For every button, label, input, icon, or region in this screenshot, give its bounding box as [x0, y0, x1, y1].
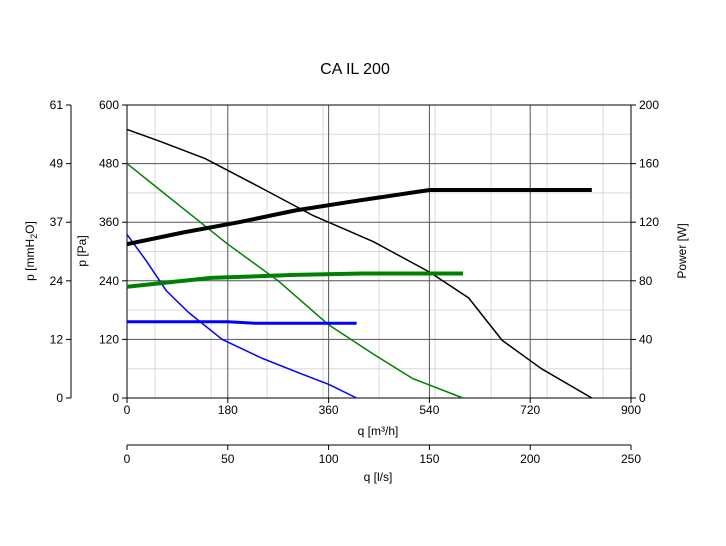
tick-label-m3h: 900 — [621, 403, 641, 417]
tick-label-pa: 480 — [99, 157, 119, 171]
tick-label-m3h: 540 — [419, 403, 439, 417]
pressure-curve-3 — [126, 233, 357, 399]
y-axis-label-pressure-mmh2o: p [mmH2O] — [23, 221, 39, 281]
tick-label-pa: 0 — [112, 391, 119, 405]
series-layer — [126, 128, 593, 399]
power-curve-5 — [126, 271, 463, 289]
tick-label-pa: 120 — [99, 332, 119, 346]
tick-label-power: 40 — [639, 332, 653, 346]
tick-label-mmh2o: 24 — [50, 274, 64, 288]
tick-label-ls: 250 — [621, 452, 641, 466]
tick-label-m3h: 360 — [319, 403, 339, 417]
tick-label-mmh2o: 61 — [50, 98, 64, 112]
power-curve-4 — [126, 188, 592, 247]
y-axis-label-pressure-pa: p [Pa] — [75, 235, 89, 266]
tick-label-pa: 600 — [99, 98, 119, 112]
tick-label-power: 0 — [639, 391, 646, 405]
tick-label-pa: 360 — [99, 215, 119, 229]
tick-label-power: 200 — [639, 98, 659, 112]
tick-label-m3h: 0 — [124, 403, 131, 417]
tick-label-mmh2o: 0 — [56, 391, 63, 405]
tick-label-power: 80 — [639, 274, 653, 288]
pressure-curve-1 — [126, 128, 593, 399]
power-curve-6 — [127, 320, 357, 325]
plot-frame — [126, 104, 632, 399]
grid — [126, 104, 632, 399]
x-axis-label-flow-ls: q [l/s] — [364, 470, 393, 484]
pressure-curve-2 — [126, 163, 464, 399]
chart-title: CA IL 200 — [320, 61, 390, 78]
tick-label-ls: 0 — [124, 452, 131, 466]
axes: 0 12 24 37 49 61 0 120 240 360 480 600 0 40 80 120 160 20… — [50, 98, 660, 466]
tick-label-mmh2o: 12 — [50, 332, 64, 346]
tick-label-ls: 50 — [221, 452, 235, 466]
tick-label-power: 120 — [639, 215, 659, 229]
tick-label-ls: 200 — [520, 452, 540, 466]
tick-label-m3h: 720 — [520, 403, 540, 417]
tick-label-power: 160 — [639, 157, 659, 171]
tick-label-pa: 240 — [99, 274, 119, 288]
tick-label-ls: 150 — [419, 452, 439, 466]
x-axis-label-flow-m3h: q [m³/h] — [358, 424, 399, 438]
tick-label-m3h: 180 — [218, 403, 238, 417]
tick-label-ls: 100 — [319, 452, 339, 466]
tick-label-mmh2o: 49 — [50, 157, 64, 171]
y-axis-label-power: Power [W] — [675, 223, 689, 278]
tick-label-mmh2o: 37 — [50, 215, 64, 229]
